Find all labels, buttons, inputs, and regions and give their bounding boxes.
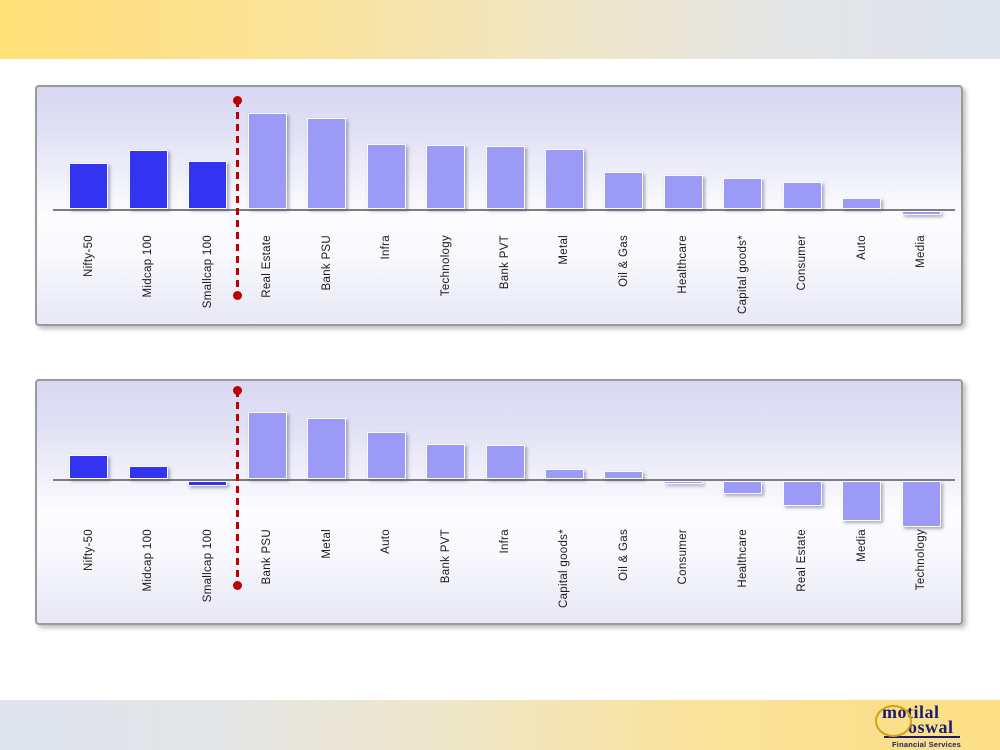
category-label-metal: Metal bbox=[320, 529, 333, 559]
bar-bank-pvt bbox=[426, 444, 466, 479]
category-label-nifty-50: Nifty-50 bbox=[82, 529, 95, 572]
category-label-technology: Technology bbox=[439, 235, 452, 297]
logo-tagline: Financial Services bbox=[892, 740, 962, 749]
bar-smallcap-100 bbox=[188, 481, 228, 486]
bar-real-estate bbox=[247, 113, 287, 209]
sector-returns-chart-bottom: Nifty-50 Midcap 100 Smallcap 100 Bank PSU Me… bbox=[35, 379, 963, 625]
category-label-bank-psu: Bank PSU bbox=[320, 235, 333, 291]
category-label-bank-pvt: Bank PVT bbox=[439, 529, 452, 584]
category-label-midcap-100: Midcap 100 bbox=[142, 235, 155, 298]
bar-midcap-100 bbox=[128, 150, 168, 209]
divider-endpoint-dot bbox=[232, 580, 242, 590]
bar-oil-gas bbox=[604, 471, 644, 479]
bar-technology bbox=[426, 145, 466, 209]
index-sector-divider bbox=[235, 100, 239, 295]
divider-endpoint-dot bbox=[232, 95, 242, 105]
category-label-healthcare: Healthcare bbox=[677, 235, 690, 294]
bar-oil-gas bbox=[604, 172, 644, 209]
category-label-real-estate: Real Estate bbox=[796, 529, 809, 592]
category-label-real-estate: Real Estate bbox=[261, 235, 274, 298]
logo-ring-icon bbox=[875, 705, 912, 737]
bar-media bbox=[842, 481, 882, 521]
category-label-capital-goods: Capital goods* bbox=[558, 529, 571, 609]
bar-media bbox=[901, 211, 941, 215]
category-label-bank-pvt: Bank PVT bbox=[499, 235, 511, 290]
category-label-smallcap-100: Smallcap 100 bbox=[201, 529, 214, 603]
bar-healthcare bbox=[663, 175, 703, 209]
category-label-infra: Infra bbox=[380, 235, 393, 260]
category-label-smallcap-100: Smallcap 100 bbox=[201, 235, 214, 309]
category-label-metal: Metal bbox=[558, 235, 571, 265]
category-label-media: Media bbox=[855, 529, 868, 562]
bar-midcap-100 bbox=[128, 466, 168, 479]
bar-smallcap-100 bbox=[188, 161, 228, 209]
category-label-capital-goods: Capital goods* bbox=[736, 235, 749, 315]
divider-endpoint-dot bbox=[232, 290, 242, 300]
category-label-auto: Auto bbox=[855, 235, 868, 260]
bar-bank-psu bbox=[307, 118, 347, 209]
category-label-oil-gas: Oil & Gas bbox=[617, 529, 630, 581]
category-label-healthcare: Healthcare bbox=[736, 529, 749, 588]
bar-infra bbox=[485, 445, 525, 479]
category-label-midcap-100: Midcap 100 bbox=[142, 529, 155, 592]
bar-metal bbox=[544, 149, 584, 209]
bar-consumer bbox=[782, 182, 822, 209]
bar-bank-psu bbox=[247, 412, 287, 479]
index-sector-divider bbox=[235, 390, 239, 585]
category-label-infra: Infra bbox=[499, 529, 511, 554]
category-label-oil-gas: Oil & Gas bbox=[617, 235, 630, 287]
category-label-consumer: Consumer bbox=[677, 529, 690, 585]
bar-auto bbox=[366, 432, 406, 479]
logo-text-oswal: oswal bbox=[908, 717, 954, 737]
category-label-consumer: Consumer bbox=[796, 235, 809, 291]
bottom-gradient-band: motilal oswal Financial Services bbox=[0, 700, 1000, 750]
bar-nifty-50 bbox=[69, 163, 109, 209]
bar-infra bbox=[366, 144, 406, 209]
bar-nifty-50 bbox=[69, 455, 109, 479]
bar-bank-pvt bbox=[485, 146, 525, 209]
category-label-technology: Technology bbox=[915, 529, 928, 591]
top-gradient-band bbox=[0, 0, 1000, 59]
bar-auto bbox=[842, 198, 882, 209]
category-label-nifty-50: Nifty-50 bbox=[82, 235, 95, 278]
bar-real-estate bbox=[782, 481, 822, 506]
x-axis-line bbox=[53, 209, 955, 211]
logo-divider bbox=[884, 736, 960, 738]
x-axis-line bbox=[53, 479, 955, 481]
bar-capital-goods bbox=[544, 469, 584, 479]
category-label-auto: Auto bbox=[380, 529, 393, 554]
category-label-bank-psu: Bank PSU bbox=[261, 529, 274, 585]
bar-consumer bbox=[663, 481, 703, 484]
bar-healthcare bbox=[723, 481, 763, 494]
bar-capital-goods bbox=[723, 178, 763, 209]
bar-metal bbox=[307, 418, 347, 479]
sector-returns-chart-top: Nifty-50 Midcap 100 Smallcap 100 Real Estat… bbox=[35, 85, 963, 326]
category-label-media: Media bbox=[915, 235, 928, 268]
divider-endpoint-dot bbox=[232, 385, 242, 395]
motilal-oswal-logo: motilal oswal Financial Services bbox=[870, 703, 970, 749]
bar-technology bbox=[901, 481, 941, 527]
